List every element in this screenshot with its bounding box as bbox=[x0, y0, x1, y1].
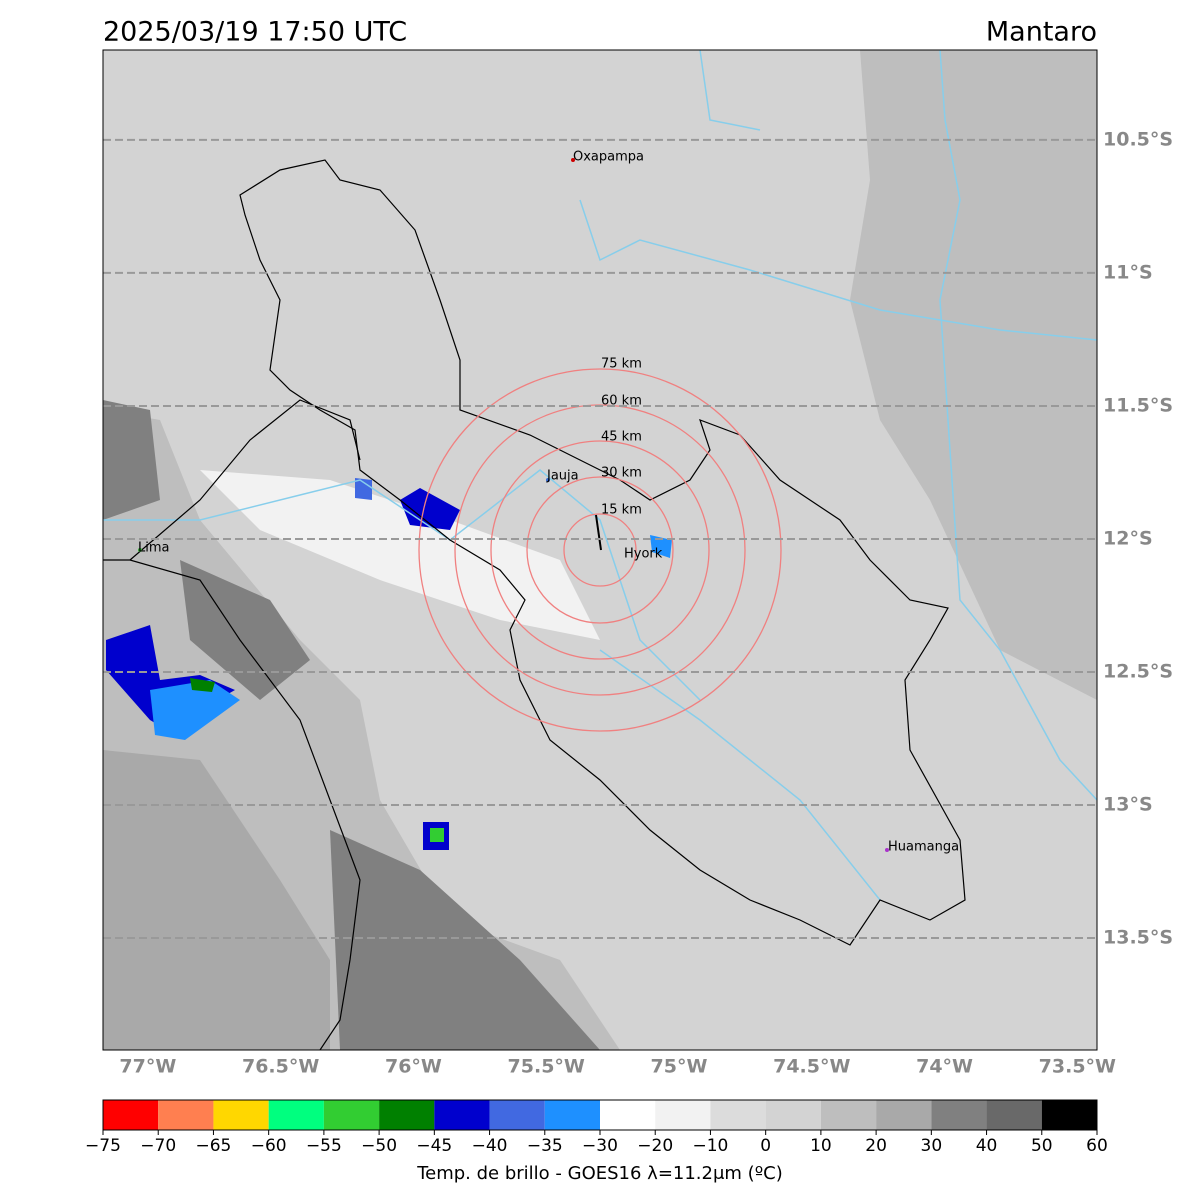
colorbar-tick-label: −40 bbox=[472, 1136, 508, 1156]
city-label: Lima bbox=[138, 541, 169, 556]
city-marker bbox=[546, 478, 550, 482]
colorbar-tick-label: 50 bbox=[1031, 1136, 1053, 1156]
city-marker bbox=[885, 848, 889, 852]
lat-label: 11°S bbox=[1103, 261, 1153, 283]
colorbar-tick-label: 30 bbox=[921, 1136, 943, 1156]
lon-label: 75.5°W bbox=[508, 1056, 585, 1078]
colorbar-segment bbox=[158, 1100, 214, 1130]
city-marker bbox=[138, 548, 142, 552]
colorbar-segment bbox=[820, 1100, 877, 1130]
ring-label: 45 km bbox=[601, 430, 642, 445]
cloud-field bbox=[200, 470, 600, 640]
lat-label: 13°S bbox=[1103, 793, 1153, 815]
colorbar-segment bbox=[931, 1100, 987, 1130]
colorbar-tick-label: 20 bbox=[865, 1136, 887, 1156]
radar-beam bbox=[595, 514, 602, 551]
city-label: Hyork bbox=[624, 547, 663, 562]
colorbar-tick-label: −60 bbox=[251, 1136, 287, 1156]
lat-label: 13.5°S bbox=[1103, 927, 1173, 949]
rivers bbox=[103, 50, 1097, 901]
colorbar-tick-label: −35 bbox=[527, 1136, 563, 1156]
colorbar-segment bbox=[103, 1100, 159, 1130]
colorbar-tick-label: 40 bbox=[976, 1136, 998, 1156]
region-name: Mantaro bbox=[986, 17, 1097, 48]
colorbar-tick-label: −55 bbox=[306, 1136, 342, 1156]
colorbar-tick-label: 10 bbox=[810, 1136, 832, 1156]
city-label: Jauja bbox=[546, 469, 579, 484]
city-marker bbox=[571, 158, 575, 162]
cold-cloud bbox=[400, 488, 460, 530]
colorbar-segment bbox=[600, 1100, 656, 1130]
map-frame bbox=[102, 49, 1098, 1051]
colorbar-segment bbox=[379, 1100, 435, 1130]
cloud-field bbox=[850, 50, 1097, 700]
colorbar-tick-label: −45 bbox=[416, 1136, 452, 1156]
colorbar-segment bbox=[434, 1100, 490, 1130]
colorbar-segment bbox=[544, 1100, 600, 1130]
lat-label: 11.5°S bbox=[1103, 394, 1173, 416]
ring-label: 75 km bbox=[601, 357, 642, 372]
cold-cloud bbox=[150, 680, 240, 740]
colorbar-tick-label: −10 bbox=[692, 1136, 728, 1156]
colorbar-tick-label: −50 bbox=[361, 1136, 397, 1156]
grid bbox=[103, 138, 1097, 940]
cold-cloud bbox=[190, 678, 215, 692]
colorbar-segment bbox=[213, 1100, 269, 1130]
colorbar-segment bbox=[876, 1100, 932, 1130]
cloud-field bbox=[180, 560, 310, 700]
title: 2025/03/19 17:50 UTC bbox=[103, 17, 407, 48]
lon-label: 74°W bbox=[916, 1056, 973, 1078]
lon-label: 77°W bbox=[119, 1056, 176, 1078]
cloud-field bbox=[103, 750, 330, 1050]
colorbar-segment bbox=[710, 1100, 766, 1130]
colorbar: −75 −70 −65 −60 −55 −50 −45 −40 −35 −30 −20 −10 0 10 2… bbox=[85, 1099, 1108, 1156]
colorbar-segment bbox=[489, 1100, 545, 1130]
colorbar-segment bbox=[323, 1100, 380, 1130]
colorbar-tick-label: −65 bbox=[195, 1136, 231, 1156]
cloud-field bbox=[103, 400, 160, 520]
colorbar-tick-label: −70 bbox=[140, 1136, 176, 1156]
ring-label: 30 km bbox=[601, 466, 642, 481]
lon-label: 73.5°W bbox=[1039, 1056, 1116, 1078]
lat-label: 12.5°S bbox=[1103, 660, 1173, 682]
basin-outline bbox=[103, 159, 966, 1050]
colorbar-segment bbox=[1041, 1100, 1097, 1130]
lon-label: 76.5°W bbox=[242, 1056, 319, 1078]
colorbar-tick-label: 60 bbox=[1086, 1136, 1108, 1156]
colorbar-tick-label: −20 bbox=[637, 1136, 673, 1156]
colorbar-segment bbox=[268, 1100, 324, 1130]
lon-label: 76°W bbox=[385, 1056, 442, 1078]
ring-label: 60 km bbox=[601, 394, 642, 409]
cold-cloud bbox=[650, 535, 672, 558]
colorbar-segment bbox=[655, 1100, 711, 1130]
axes: 10.5°S 11°S 11.5°S 12°S 12.5°S 13°S 13.5°S 77°W… bbox=[119, 128, 1173, 1077]
colorbar-tick-label: −75 bbox=[85, 1136, 121, 1156]
cold-cloud bbox=[430, 828, 444, 842]
colorbar-segment bbox=[986, 1100, 1042, 1130]
cloud-field bbox=[330, 830, 600, 1050]
cold-cloud bbox=[355, 478, 372, 500]
city-label: Oxapampa bbox=[573, 150, 644, 165]
colorbar-tick-label: −30 bbox=[582, 1136, 618, 1156]
map-area: 15 km 30 km 45 km 60 km 75 km Oxapampa J… bbox=[103, 50, 1097, 1050]
range-rings bbox=[418, 368, 782, 732]
colorbar-tick-label: 0 bbox=[760, 1136, 771, 1156]
ring-label: 15 km bbox=[601, 503, 642, 518]
lon-label: 74.5°W bbox=[773, 1056, 850, 1078]
city-label: Huamanga bbox=[888, 840, 959, 855]
lat-label: 10.5°S bbox=[1103, 128, 1173, 150]
colorbar-segment bbox=[765, 1100, 821, 1130]
lat-label: 12°S bbox=[1103, 527, 1153, 549]
colorbar-label: Temp. de brillo - GOES16 λ=11.2μm (ºC) bbox=[416, 1163, 783, 1184]
lon-label: 75°W bbox=[651, 1056, 708, 1078]
